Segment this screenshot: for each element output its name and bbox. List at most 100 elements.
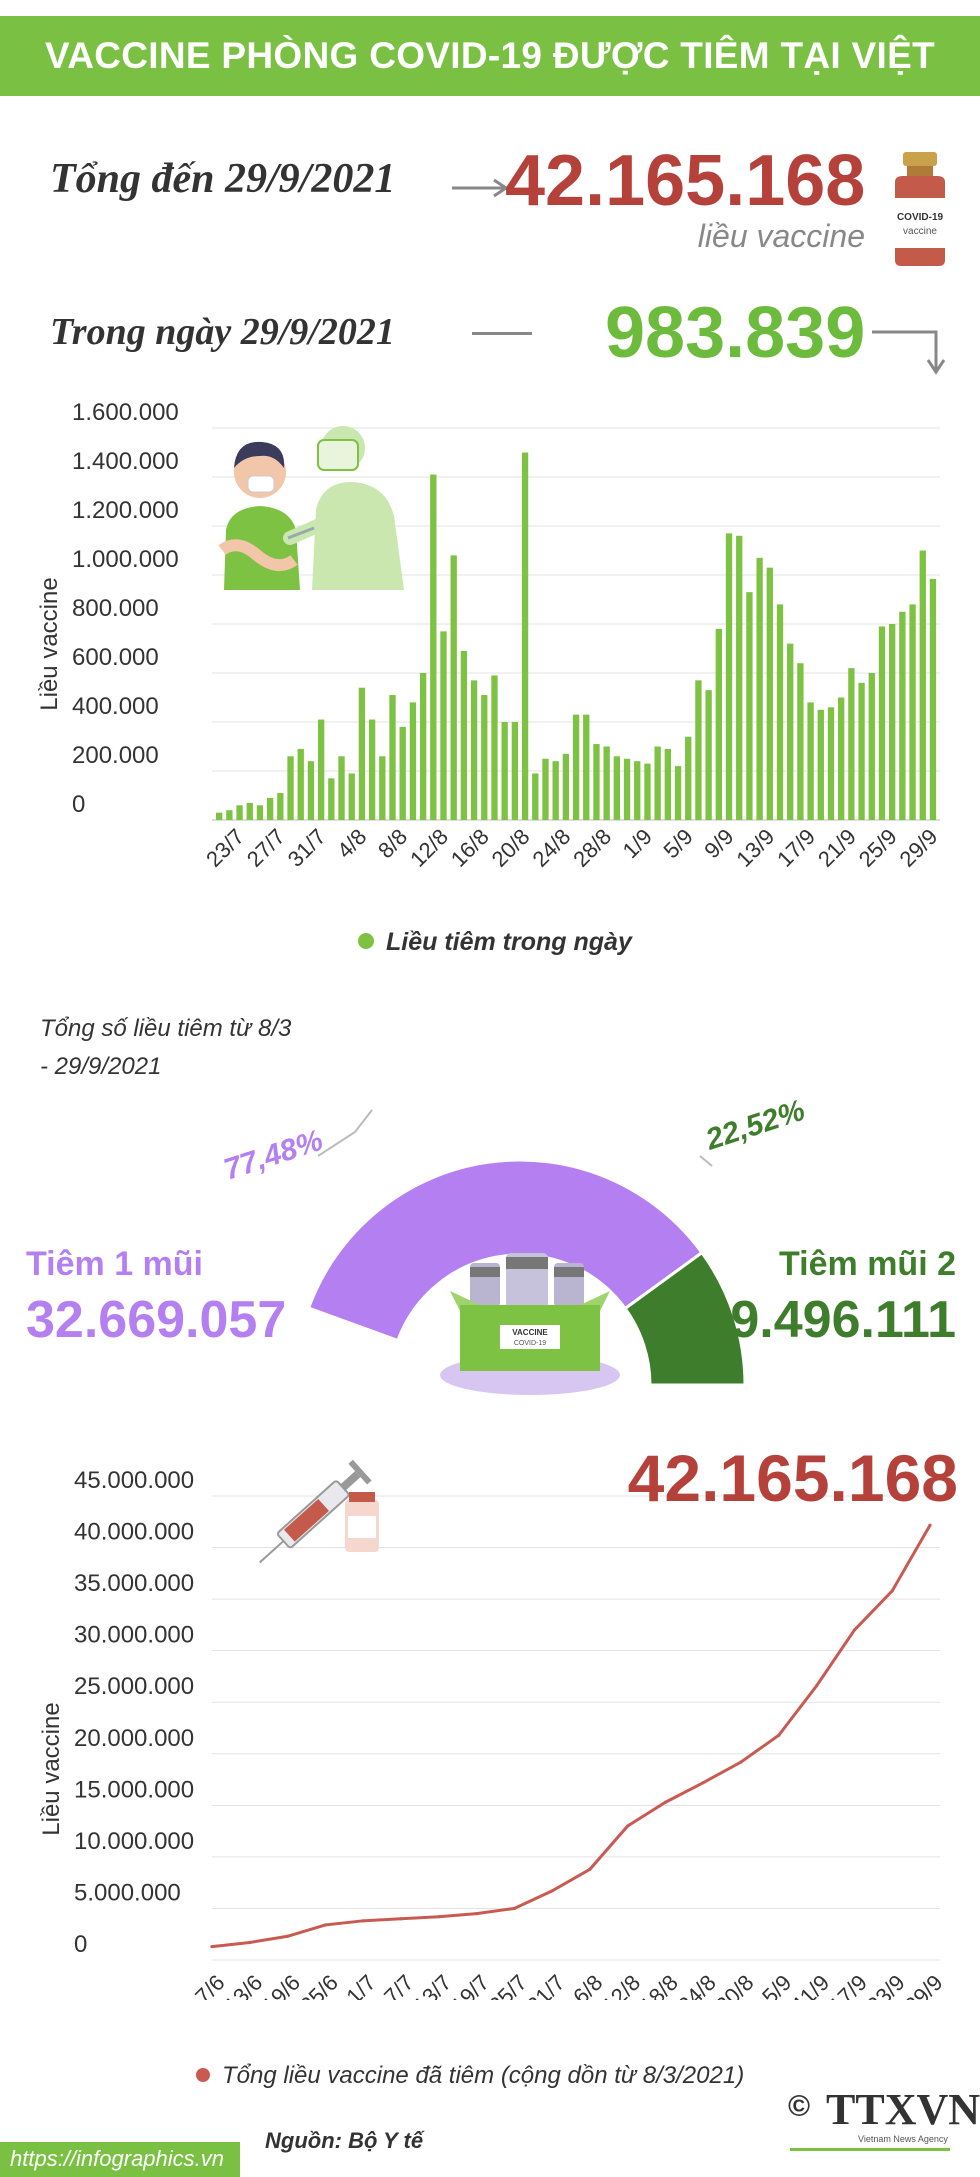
line-legend-label: Tổng liều vaccine đã tiêm (cộng dồn từ 8… [222, 2062, 745, 2089]
bar-x-tick-label: 1/9 [618, 824, 657, 863]
cumulative-point [285, 1934, 290, 1938]
daily-dose-bar [491, 675, 498, 820]
daily-dose-bar [542, 758, 549, 820]
bar-x-tick-label: 9/9 [699, 824, 738, 863]
second-dose-label: Tiêm mũi 2 [779, 1245, 956, 1283]
bar-y-tick-label: 1.200.000 [72, 497, 179, 524]
daily-dose-bar [685, 736, 692, 820]
daily-dose-bar [277, 793, 284, 820]
donut-title: Tổng số liều tiêm từ 8/3 - 29/9/2021 [40, 1015, 292, 1080]
bar-x-tick-label: 24/8 [527, 824, 575, 872]
cumulative-point [437, 1915, 441, 1919]
page-title: VACCINE PHÒNG COVID-19 ĐƯỢC TIÊM TẠI VIỆ… [44, 35, 935, 156]
daily-dose-bar [827, 707, 835, 820]
daily-dose-bar [766, 567, 773, 820]
daily-dose-bar [797, 663, 804, 820]
daily-dose-bar [481, 695, 488, 820]
daily-dose-bar [552, 761, 559, 820]
bar-x-tick-label: 13/9 [731, 824, 779, 872]
line-legend-dot [196, 2068, 210, 2082]
line-x-tick-label: 1/7 [341, 1970, 380, 2000]
line-chart-ylabel: Liều vaccine [38, 1702, 65, 1836]
agency-logo: TTXVN [826, 2085, 980, 2134]
daily-dose-bar [287, 756, 294, 820]
bar-x-tick-label: 31/7 [283, 824, 331, 872]
bar-y-tick-label: 1.000.000 [72, 546, 179, 573]
daily-dose-bar [256, 805, 264, 820]
line-y-tick-label: 5.000.000 [74, 1879, 181, 1906]
daily-dose-bar [389, 695, 396, 820]
bar-y-tick-label: 800.000 [72, 595, 159, 622]
day-label: Trong ngày 29/9/2021 [50, 311, 395, 353]
medical-worker-icon [218, 426, 404, 590]
daily-dose-bar [756, 557, 763, 820]
daily-dose-bar [848, 668, 855, 820]
total-unit: liều vaccine [697, 218, 865, 254]
cumulative-line [211, 1524, 932, 1949]
cumulative-point [210, 1944, 214, 1949]
arrow-right-icon [452, 178, 509, 198]
first-dose-percent: 77,48% [220, 1124, 327, 1187]
vaccine-vial-icon: COVID-19 vaccine [895, 152, 945, 266]
daily-dose-bar [807, 702, 814, 820]
footer-line [790, 2148, 950, 2151]
daily-dose-bar [929, 578, 937, 820]
bar-y-tick-label: 400.000 [72, 693, 159, 720]
daily-dose-bar [521, 452, 529, 820]
second-dose-percent: 22,52% [701, 1094, 809, 1157]
cumulative-point [815, 1684, 819, 1688]
cumulative-point [323, 1923, 327, 1927]
daily-dose-bar [511, 722, 519, 820]
cumulative-point [361, 1919, 365, 1923]
dash-line [472, 332, 532, 335]
svg-text:vaccine: vaccine [903, 226, 937, 237]
cumulative-point [701, 1781, 705, 1785]
daily-dose-bar [664, 748, 671, 820]
bar-y-tick-label: 1.600.000 [72, 400, 179, 426]
daily-dose-bar [328, 778, 335, 820]
bar-y-tick-label: 0 [72, 791, 85, 818]
daily-dose-bar [736, 535, 743, 820]
cumulative-point [248, 1940, 252, 1945]
daily-dose-bar [307, 761, 315, 820]
bar-y-tick-label: 600.000 [72, 644, 159, 671]
footer-url[interactable]: https://infographics.vn [10, 2146, 225, 2171]
bar-x-tick-label: 28/8 [568, 824, 616, 872]
bar-x-tick-label: 25/9 [854, 824, 902, 872]
bar-x-tick-label: 21/9 [813, 824, 861, 872]
bar-x-tick-label: 17/9 [772, 824, 820, 872]
bar-x-tick-label: 23/7 [201, 824, 249, 872]
svg-text:VACCINE: VACCINE [512, 1328, 548, 1337]
daily-dose-bar [674, 766, 682, 820]
bar-x-tick-label: 5/9 [658, 824, 697, 863]
vaccine-box-icon: VACCINE COVID-19 [440, 1253, 620, 1395]
line-y-tick-label: 30.000.000 [74, 1622, 194, 1649]
daily-dose-bar [297, 748, 304, 820]
daily-dose-bar [450, 555, 457, 820]
cumulative-point [512, 1906, 516, 1911]
daily-dose-bar [644, 763, 651, 820]
daily-dose-bar [593, 744, 600, 820]
arrow-down-icon [872, 330, 946, 375]
first-dose-label: Tiêm 1 mũi [26, 1245, 203, 1283]
line-y-tick-label: 45.000.000 [74, 1467, 194, 1494]
bar-x-tick-label: 4/8 [332, 824, 371, 863]
daily-dose-bar [746, 592, 753, 820]
daily-dose-bar [889, 624, 896, 820]
daily-dose-bar [216, 812, 223, 820]
source-label: Nguồn: Bộ Y tế [265, 2128, 424, 2153]
daily-dose-bar [776, 604, 784, 820]
cumulative-point [852, 1628, 857, 1632]
daily-dose-bar [583, 714, 590, 820]
daily-dose-bar [634, 761, 641, 820]
day-value: 983.839 [605, 293, 866, 373]
first-dose-leader [317, 1109, 373, 1157]
daily-dose-bar [562, 753, 570, 820]
daily-dose-bar [338, 756, 345, 820]
syringe-icon [259, 1459, 379, 1564]
title-bar [0, 16, 980, 96]
daily-dose-bar [246, 802, 253, 820]
daily-dose-bar [725, 533, 733, 820]
daily-dose-bar [838, 697, 845, 820]
svg-text:COVID-19: COVID-19 [897, 212, 944, 223]
